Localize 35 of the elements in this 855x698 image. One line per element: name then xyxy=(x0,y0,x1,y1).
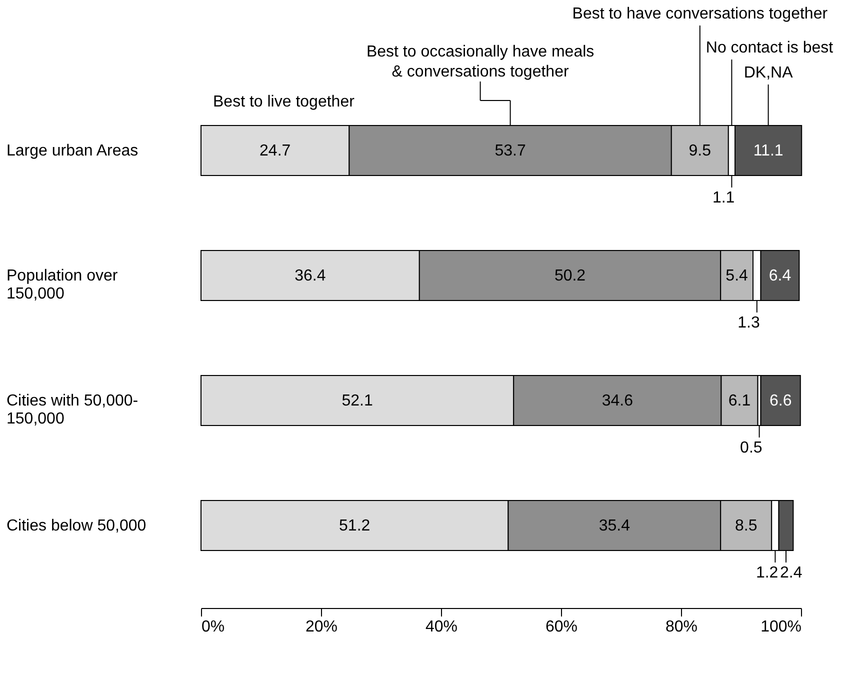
data-label: 6.1 xyxy=(728,392,751,410)
data-label: 35.4 xyxy=(598,518,630,534)
data-label: 11.1 xyxy=(753,142,784,160)
data-label: 36.4 xyxy=(294,268,326,284)
text: DK,NA xyxy=(744,64,794,82)
x-tick-label: 60% xyxy=(545,618,578,636)
data-label: 6.6 xyxy=(769,392,792,410)
x-tick-label: 40% xyxy=(425,618,458,636)
y-tick-label: Large urban Areas xyxy=(6,142,138,160)
data-label: 9.5 xyxy=(688,142,712,160)
data-label: 0.5 xyxy=(740,440,762,456)
data-label: 5.4 xyxy=(726,268,748,284)
data-label: 52.1 xyxy=(342,392,373,410)
data-label: 53.7 xyxy=(494,142,526,160)
data-label: 8.5 xyxy=(734,518,758,534)
data-label: 50.2 xyxy=(554,268,586,284)
data-label: 51.2 xyxy=(339,518,370,534)
x-tick-label: 100% xyxy=(760,618,802,636)
y-tick-label: Cities below 50,000 xyxy=(6,518,146,534)
x-tick-label: 20% xyxy=(305,618,338,636)
series-label: Best to live together xyxy=(213,94,356,110)
text: No contact is best xyxy=(706,40,834,56)
data-label: 1.1 xyxy=(712,190,735,206)
text: Best to have conversations together xyxy=(572,6,828,22)
data-label: 2.4 xyxy=(780,564,802,582)
x-tick-label: 0% xyxy=(202,618,225,636)
data-label: 34.6 xyxy=(602,392,634,410)
y-tick-label: Population over 150,000 xyxy=(6,268,118,302)
text: Best to occasionally have meals & conversations together xyxy=(366,44,594,80)
x-tick-label: 80% xyxy=(665,618,698,636)
data-label: 24.7 xyxy=(260,142,291,160)
data-label: 1.3 xyxy=(738,314,760,332)
data-label: 1.2 xyxy=(756,564,778,582)
y-tick-label: Cities with 50,000- 150,000 xyxy=(6,392,138,428)
data-label: 6.4 xyxy=(768,268,792,284)
